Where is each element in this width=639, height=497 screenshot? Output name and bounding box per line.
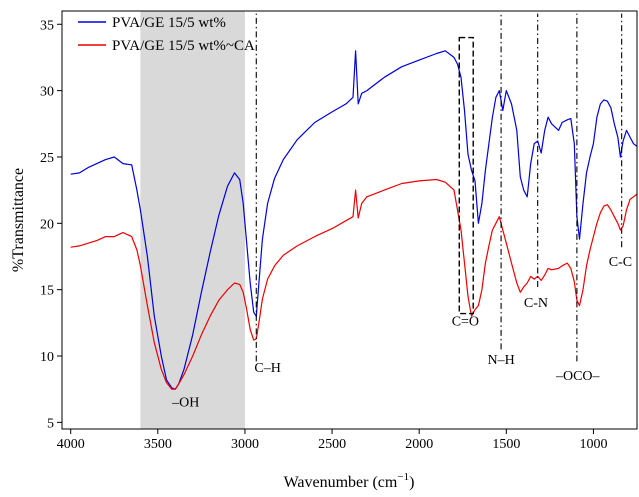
peak-annotations: –OH C–H C=O N–H C-N –OCO– C-C bbox=[171, 255, 632, 411]
x-tick-label: 3500 bbox=[144, 437, 172, 452]
x-tick-label: 3000 bbox=[231, 437, 259, 452]
oh-band-rect bbox=[140, 11, 245, 429]
peak-annotation-label: C=O bbox=[452, 314, 479, 329]
x-tick-label: 1500 bbox=[492, 437, 520, 452]
y-tick-label: 20 bbox=[40, 217, 54, 232]
x-axis-title-superscript: −1 bbox=[397, 471, 409, 483]
y-axis-title: %Transmittance bbox=[10, 168, 27, 272]
y-axis-ticks: 5 10 15 20 25 30 35 bbox=[40, 18, 62, 431]
peak-annotation-label: C-C bbox=[609, 255, 632, 270]
shaded-oh-band bbox=[140, 11, 245, 429]
legend-label-1: PVA/GE 15/5 wt% bbox=[112, 15, 226, 31]
y-tick-label: 30 bbox=[40, 85, 54, 100]
x-tick-label: 4000 bbox=[57, 437, 85, 452]
x-tick-label: 2500 bbox=[318, 437, 346, 452]
plot-frame bbox=[61, 10, 638, 430]
series-line-2 bbox=[70, 178, 638, 390]
peak-annotation-label: C–H bbox=[254, 361, 280, 376]
x-axis-ticks: 4000 3500 3000 2500 2000 1500 1000 bbox=[57, 429, 607, 452]
legend: PVA/GE 15/5 wt% PVA/GE 15/5 wt%~CA bbox=[78, 15, 255, 54]
y-tick-label: 35 bbox=[40, 18, 54, 33]
y-tick-label: 5 bbox=[47, 416, 54, 431]
peak-annotation-label: –OH bbox=[171, 395, 199, 410]
x-tick-label: 1000 bbox=[579, 437, 607, 452]
x-axis-title-close: ) bbox=[409, 474, 414, 491]
spectra-series bbox=[70, 50, 638, 390]
x-tick-label: 2000 bbox=[405, 437, 433, 452]
x-axis-title-main: Wavenumber (cm bbox=[284, 474, 398, 491]
y-tick-label: 15 bbox=[40, 284, 54, 299]
y-tick-label: 25 bbox=[40, 151, 54, 166]
x-axis-title: Wavenumber (cm−1) bbox=[284, 471, 415, 491]
peak-annotation-label: N–H bbox=[487, 353, 514, 368]
legend-label-2: PVA/GE 15/5 wt%~CA bbox=[112, 38, 255, 54]
series-line-1 bbox=[70, 50, 638, 390]
carbonyl-box bbox=[458, 36, 474, 315]
y-tick-label: 10 bbox=[40, 350, 54, 365]
peak-annotation-label: C-N bbox=[524, 296, 548, 311]
peak-annotation-label: –OCO– bbox=[555, 369, 601, 384]
carbonyl-dashed-box bbox=[458, 36, 474, 315]
peak-markers bbox=[255, 13, 623, 362]
